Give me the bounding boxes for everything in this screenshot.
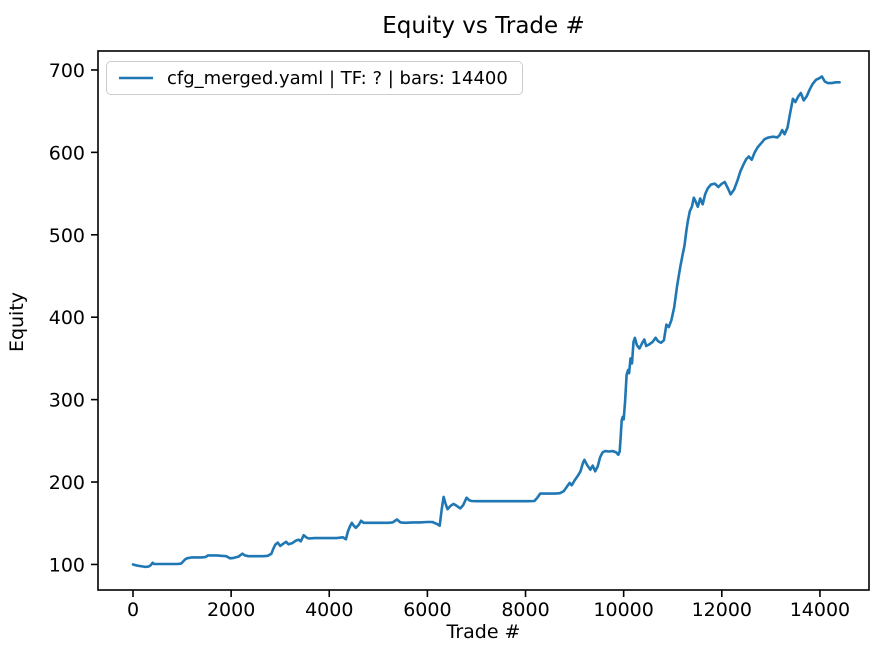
legend: cfg_merged.yaml | TF: ? | bars: 14400 — [106, 61, 523, 95]
x-axis-tick-label: 12000 — [692, 599, 752, 621]
axes-spines — [97, 50, 870, 591]
y-axis-tick-label: 500 — [49, 225, 85, 247]
y-axis-tick-label: 100 — [49, 554, 85, 576]
y-axis-tick-label: 600 — [49, 142, 85, 164]
y-axis-tick-label: 700 — [49, 60, 85, 82]
x-axis-tick-label: 6000 — [403, 599, 451, 621]
legend-label: cfg_merged.yaml | TF: ? | bars: 14400 — [167, 67, 508, 89]
y-axis-label: Equity — [6, 291, 28, 353]
y-axis-tick-label: 300 — [49, 390, 85, 412]
y-axis-tick-label: 200 — [49, 472, 85, 494]
x-axis-tick-label: 4000 — [305, 599, 353, 621]
chart-title: Equity vs Trade # — [382, 13, 585, 39]
x-axis-tick-label: 10000 — [593, 599, 653, 621]
x-axis-tick-label: 2000 — [207, 599, 255, 621]
x-axis-label: Trade # — [446, 621, 521, 643]
x-axis-tick-label: 8000 — [501, 599, 549, 621]
equity-curve — [131, 75, 841, 569]
y-axis-tick-label: 400 — [49, 307, 85, 329]
x-axis-tick-label: 0 — [127, 599, 139, 621]
legend-line-sample — [119, 76, 153, 80]
x-axis-tick-label: 14000 — [790, 599, 850, 621]
